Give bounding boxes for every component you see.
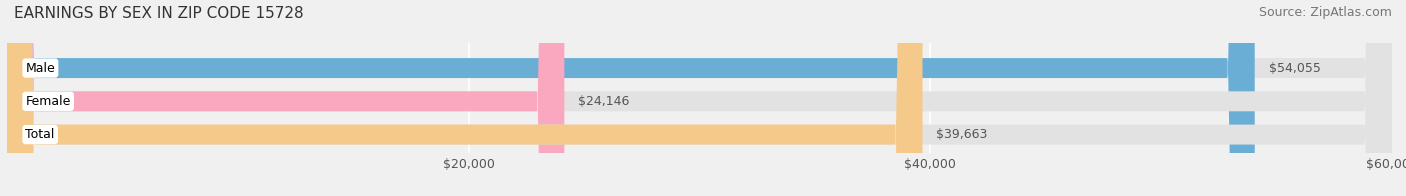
FancyBboxPatch shape	[7, 0, 1392, 196]
FancyBboxPatch shape	[7, 0, 1392, 196]
FancyBboxPatch shape	[7, 0, 1254, 196]
Text: $24,146: $24,146	[578, 95, 630, 108]
FancyBboxPatch shape	[7, 0, 922, 196]
Text: Total: Total	[25, 128, 55, 141]
Text: Male: Male	[25, 62, 55, 74]
FancyBboxPatch shape	[7, 0, 564, 196]
Text: EARNINGS BY SEX IN ZIP CODE 15728: EARNINGS BY SEX IN ZIP CODE 15728	[14, 6, 304, 21]
Text: Source: ZipAtlas.com: Source: ZipAtlas.com	[1258, 6, 1392, 19]
FancyBboxPatch shape	[7, 0, 1392, 196]
Text: Female: Female	[25, 95, 70, 108]
Text: $54,055: $54,055	[1268, 62, 1320, 74]
Text: $39,663: $39,663	[936, 128, 988, 141]
